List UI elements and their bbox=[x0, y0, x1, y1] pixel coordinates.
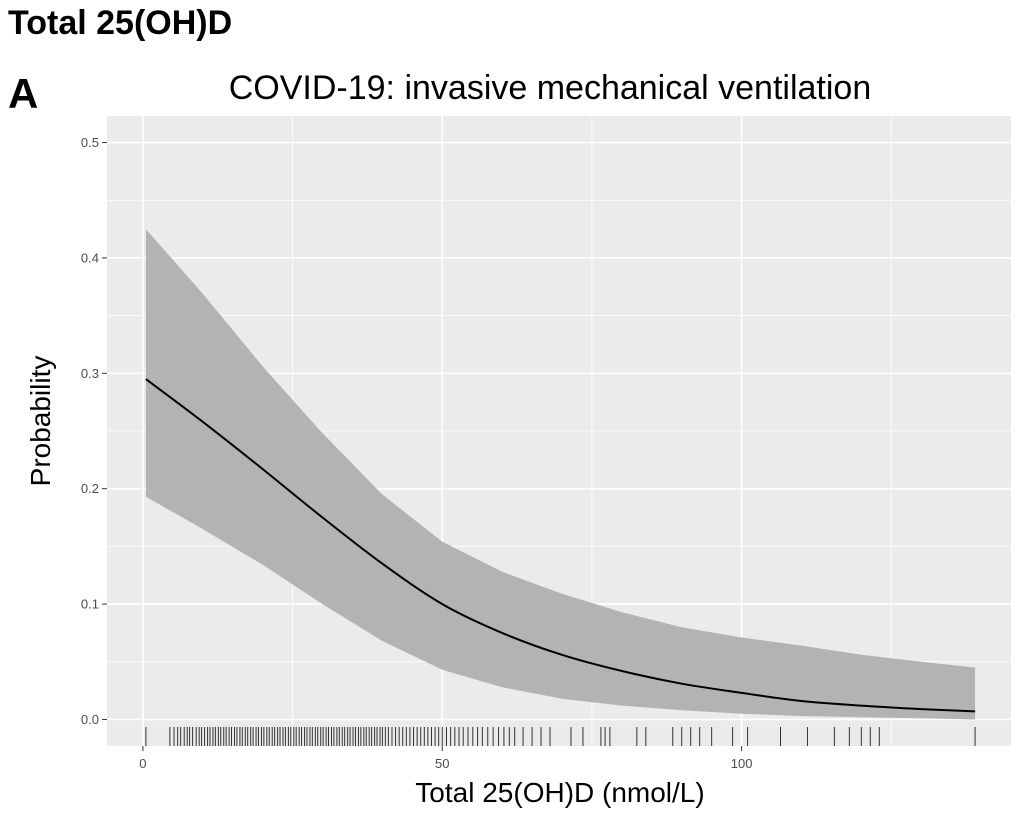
chart-title: COVID-19: invasive mechanical ventilatio… bbox=[229, 69, 872, 107]
panel-label: A bbox=[8, 70, 39, 117]
y-tick-label: 0.4 bbox=[81, 250, 99, 265]
confidence-ribbon bbox=[145, 229, 976, 720]
x-tick-label: 100 bbox=[731, 756, 753, 771]
figure-title: Total 25(OH)D bbox=[8, 4, 233, 42]
x-axis: 0 50 100 bbox=[139, 746, 752, 771]
x-tick-label: 0 bbox=[139, 756, 146, 771]
rug-marks bbox=[145, 727, 976, 746]
x-axis-label: Total 25(OH)D (nmol/L) bbox=[415, 777, 704, 808]
y-tick-label: 0.5 bbox=[81, 135, 99, 150]
probability-curve bbox=[145, 378, 976, 713]
y-axis: 0.0 0.1 0.2 0.3 0.4 0.5 bbox=[81, 135, 107, 727]
y-tick-label: 0.3 bbox=[81, 366, 99, 381]
x-tick-label: 50 bbox=[435, 756, 449, 771]
y-axis-label: Probability bbox=[25, 356, 56, 487]
y-tick-label: 0.2 bbox=[81, 481, 99, 496]
y-tick-label: 0.0 bbox=[81, 712, 99, 727]
y-tick-label: 0.1 bbox=[81, 597, 99, 612]
